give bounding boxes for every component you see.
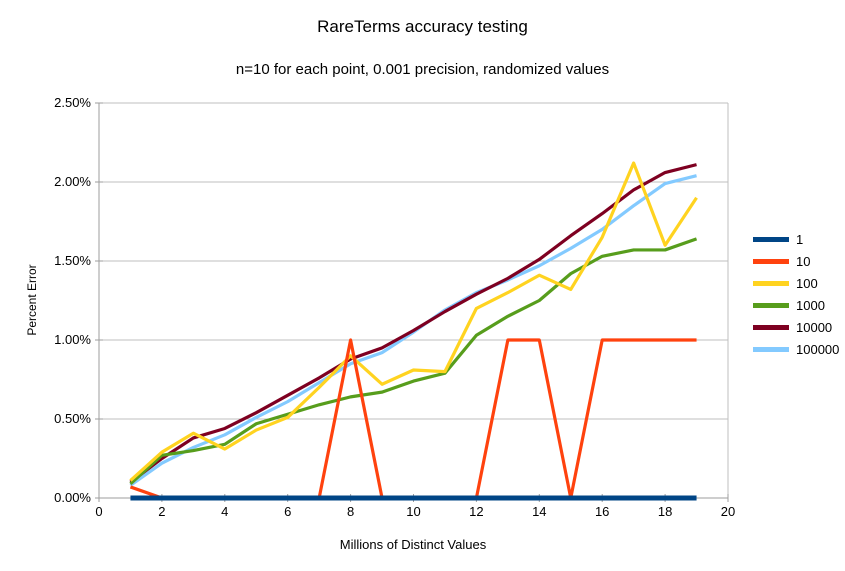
series-line-10000 xyxy=(129,163,697,484)
legend: 1 10 100 1000 10000 100000 xyxy=(753,232,839,364)
x-tick-label: 16 xyxy=(595,504,609,519)
x-axis-title: Millions of Distinct Values xyxy=(339,537,487,552)
y-tick-label: 1.00% xyxy=(54,332,91,347)
legend-item-100000: 100000 xyxy=(753,342,839,356)
chart-title: RareTerms accuracy testing xyxy=(317,17,528,36)
y-tick-label: 0.00% xyxy=(54,490,91,505)
legend-swatch-1000 xyxy=(753,302,789,308)
y-tick-label: 2.50% xyxy=(54,95,91,110)
x-tick-label: 20 xyxy=(721,504,735,519)
legend-swatch-1 xyxy=(753,236,789,242)
series-line-100 xyxy=(129,161,698,482)
legend-item-100: 100 xyxy=(753,276,839,290)
legend-item-10: 10 xyxy=(753,254,839,268)
series-line-1000 xyxy=(129,237,698,485)
y-tick-label: 0.50% xyxy=(54,411,91,426)
legend-label: 100 xyxy=(796,275,818,291)
legend-swatch-100 xyxy=(753,280,789,286)
legend-item-1: 1 xyxy=(753,232,839,246)
legend-label: 10000 xyxy=(796,319,833,335)
legend-label: 1 xyxy=(796,231,804,247)
x-tick-label: 14 xyxy=(532,504,546,519)
x-tick-label: 8 xyxy=(347,504,354,519)
legend-swatch-100000 xyxy=(753,346,789,352)
y-tick-label: 2.00% xyxy=(54,174,91,189)
x-tick-label: 10 xyxy=(406,504,420,519)
legend-label: 1000 xyxy=(796,297,825,313)
x-tick-label: 4 xyxy=(221,504,228,519)
legend-item-1000: 1000 xyxy=(753,298,839,312)
x-tick-label: 6 xyxy=(284,504,291,519)
legend-label: 10 xyxy=(796,253,811,269)
x-tick-label: 18 xyxy=(658,504,672,519)
legend-item-10000: 10000 xyxy=(753,320,839,334)
legend-swatch-10 xyxy=(753,258,789,264)
x-tick-label: 2 xyxy=(158,504,165,519)
y-tick-label: 1.50% xyxy=(54,253,91,268)
legend-label: 100000 xyxy=(796,341,840,357)
x-tick-label: 0 xyxy=(95,504,102,519)
x-tick-label: 12 xyxy=(469,504,483,519)
chart-subtitle: n=10 for each point, 0.001 precision, ra… xyxy=(235,61,610,78)
legend-swatch-10000 xyxy=(753,324,789,330)
